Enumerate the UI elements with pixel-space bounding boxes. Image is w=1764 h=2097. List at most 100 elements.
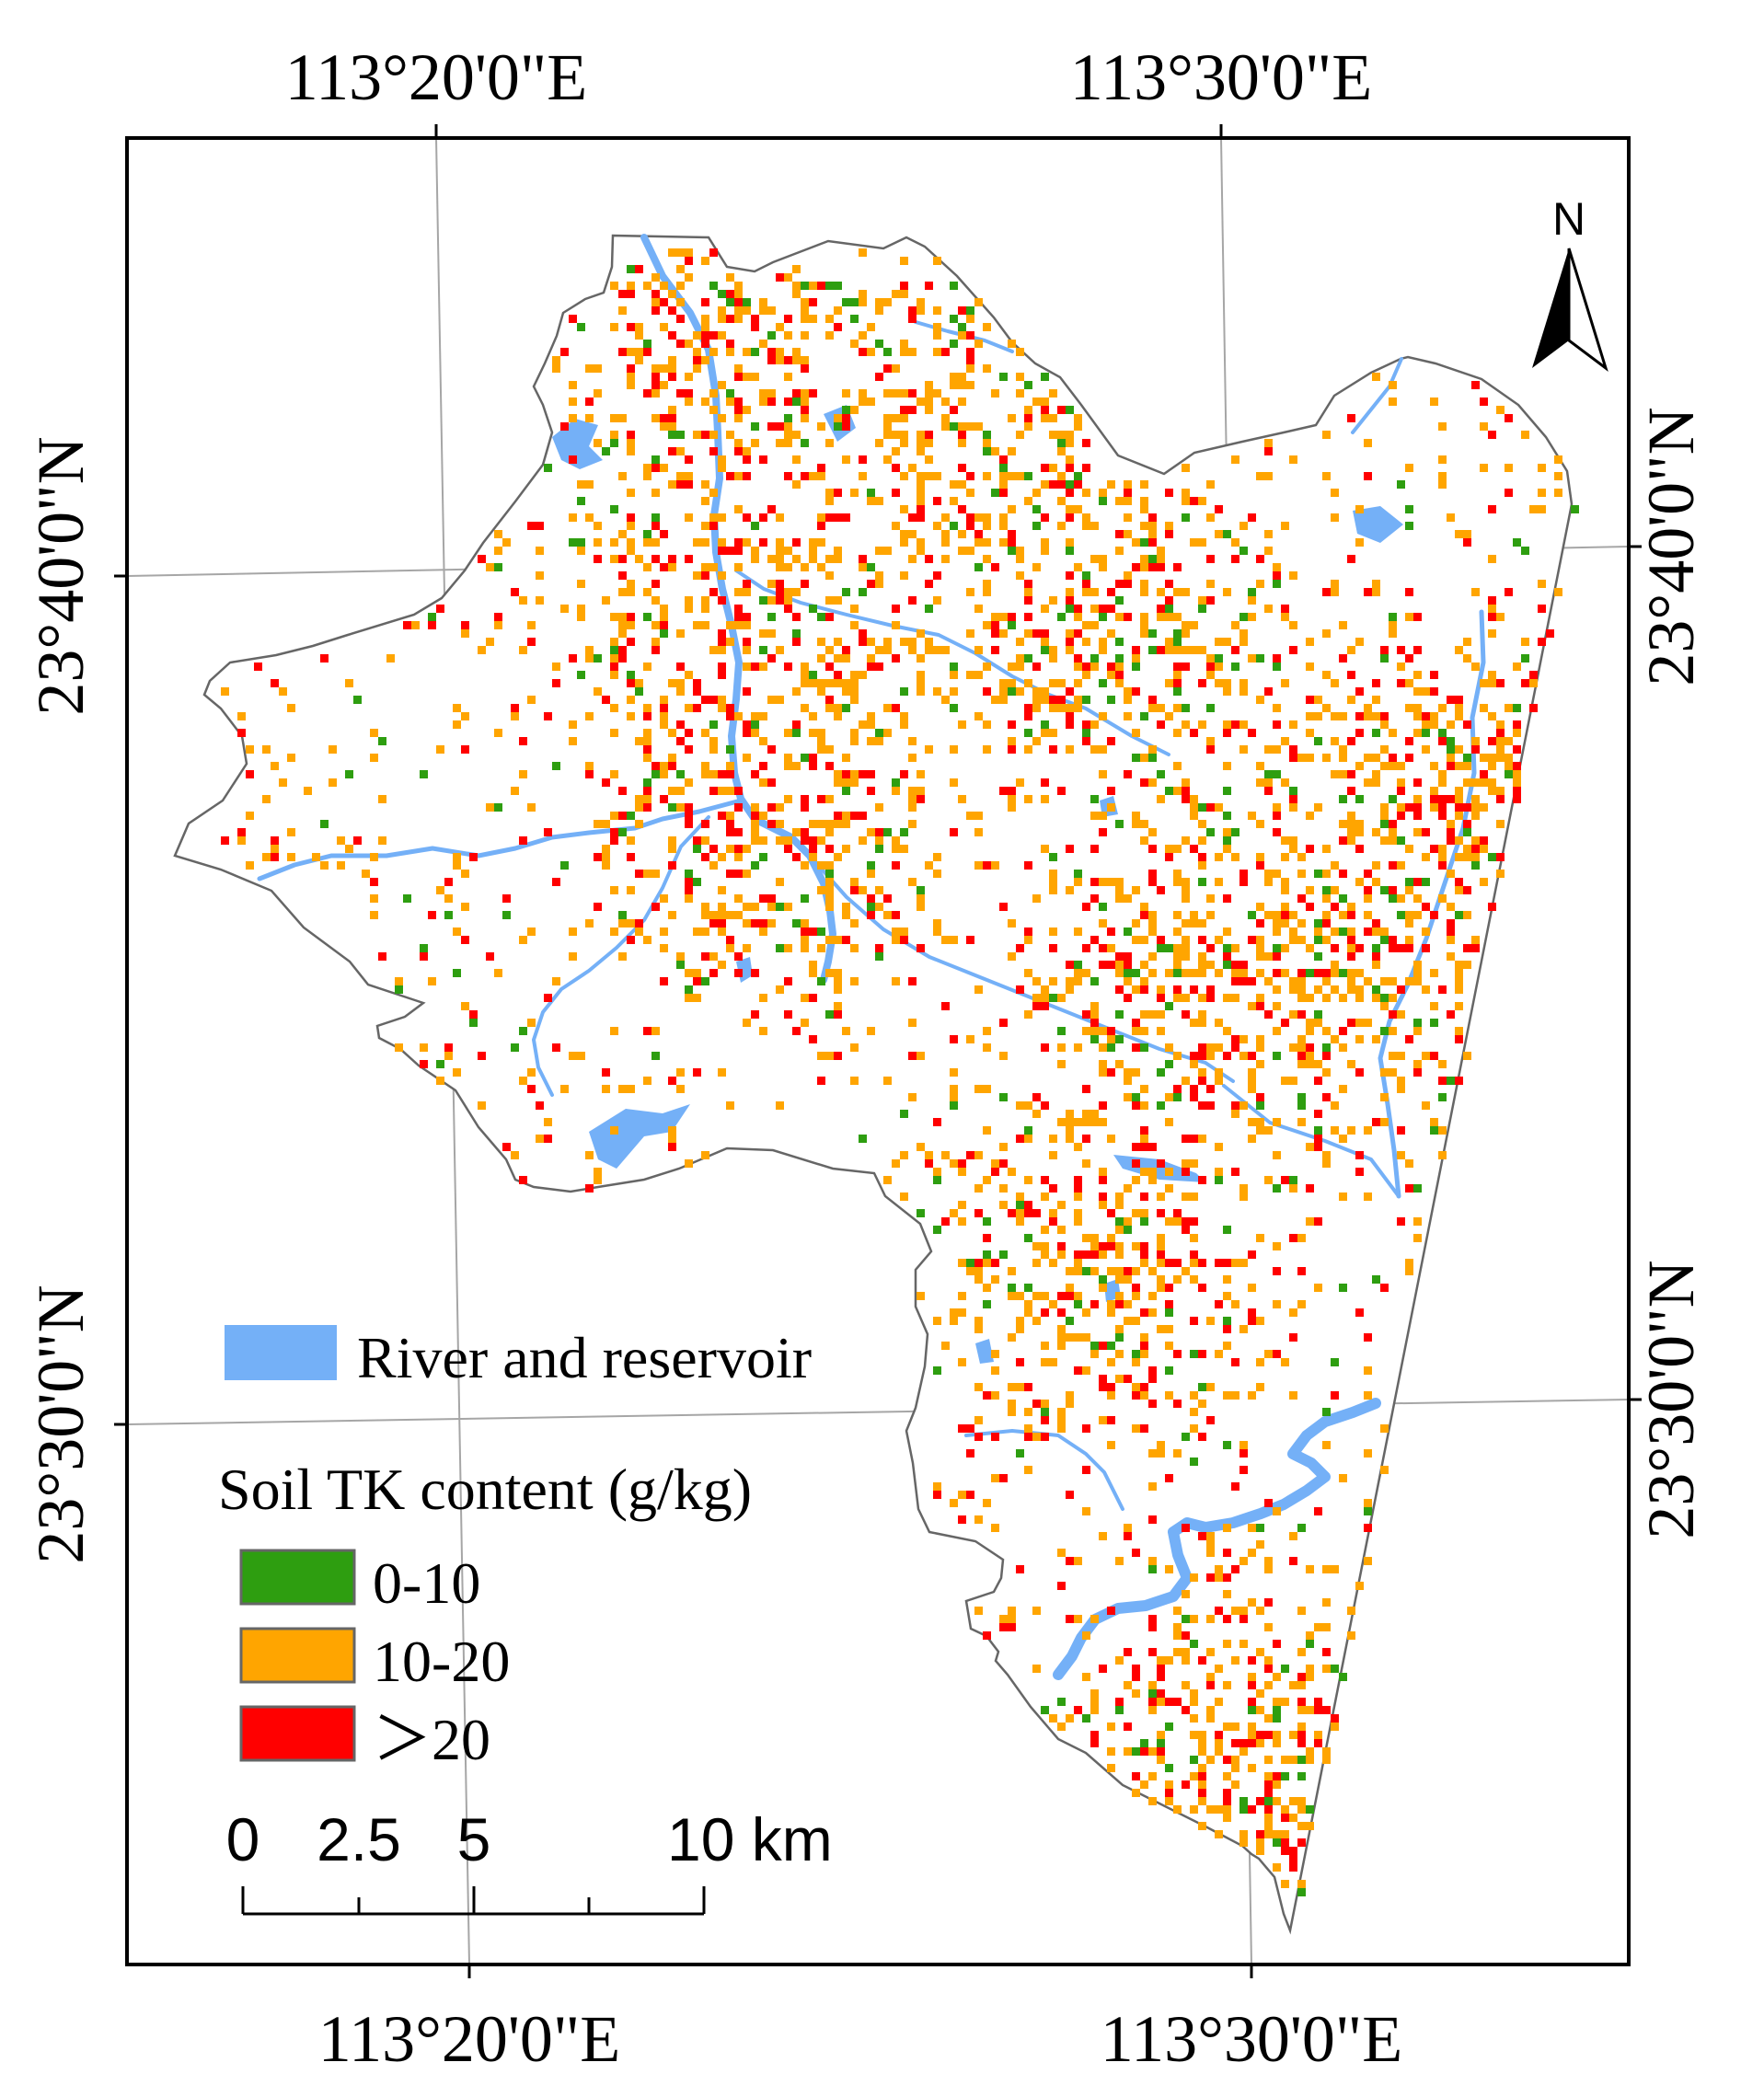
soil-pixel <box>1331 961 1339 969</box>
soil-pixel <box>1066 1400 1074 1408</box>
soil-pixel <box>1521 679 1529 687</box>
soil-pixel <box>685 870 693 878</box>
soil-pixel <box>1215 803 1223 812</box>
soil-pixel <box>751 861 759 870</box>
soil-pixel <box>453 1068 461 1077</box>
soil-pixel <box>734 894 743 903</box>
soil-pixel <box>1198 878 1206 886</box>
soil-pixel <box>1140 977 1148 985</box>
soil-pixel <box>1016 555 1024 563</box>
soil-pixel <box>817 886 825 894</box>
soil-pixel <box>908 555 917 563</box>
soil-pixel <box>801 439 809 447</box>
soil-pixel <box>1372 828 1380 836</box>
soil-pixel <box>867 489 875 497</box>
soil-pixel <box>1256 1383 1264 1391</box>
soil-pixel <box>718 696 726 704</box>
soil-pixel <box>825 878 834 886</box>
soil-pixel <box>1430 1002 1438 1010</box>
soil-pixel <box>1157 704 1165 712</box>
soil-pixel <box>825 331 834 340</box>
soil-pixel <box>809 679 817 687</box>
soil-pixel <box>668 480 676 489</box>
soil-pixel <box>1273 704 1281 712</box>
soil-pixel <box>1157 936 1165 944</box>
soil-pixel <box>1289 1532 1297 1540</box>
soil-pixel <box>1413 1068 1422 1077</box>
soil-pixel <box>1355 1582 1364 1590</box>
soil-pixel <box>1115 952 1124 961</box>
soil-pixel <box>651 373 660 381</box>
soil-pixel <box>1322 886 1331 894</box>
soil-pixel <box>651 464 660 472</box>
soil-pixel <box>1066 1615 1074 1623</box>
soil-pixel <box>734 282 743 290</box>
soil-pixel <box>1198 679 1206 687</box>
soil-pixel <box>917 298 925 306</box>
soil-pixel <box>1447 745 1455 754</box>
soil-pixel <box>1380 977 1389 985</box>
soil-pixel <box>1297 1822 1306 1830</box>
soil-pixel <box>718 315 726 323</box>
soil-pixel <box>1438 455 1447 464</box>
soil-pixel <box>1024 1308 1032 1317</box>
soil-pixel <box>1182 1077 1190 1085</box>
soil-pixel <box>1273 1507 1281 1515</box>
soil-pixel <box>1008 1623 1016 1631</box>
soil-pixel <box>1082 1234 1090 1242</box>
soil-pixel <box>1074 1209 1082 1217</box>
soil-pixel <box>1339 745 1347 754</box>
soil-pixel <box>1372 754 1380 762</box>
soil-pixel <box>1115 671 1124 679</box>
soil-pixel <box>1380 803 1389 812</box>
soil-pixel <box>1140 588 1148 596</box>
soil-pixel <box>1115 1275 1124 1284</box>
soil-pixel <box>1355 828 1364 836</box>
soil-pixel <box>917 787 925 795</box>
central-tributary <box>734 569 1170 756</box>
soil-pixel <box>643 464 651 472</box>
soil-pixel <box>1231 994 1239 1002</box>
soil-pixel <box>1239 961 1248 969</box>
soil-pixel <box>1099 878 1107 886</box>
soil-pixel <box>950 671 958 679</box>
soil-pixel <box>1082 671 1090 679</box>
soil-pixel <box>1397 861 1405 870</box>
soil-pixel <box>1041 1176 1049 1184</box>
soil-pixel <box>1124 1300 1132 1308</box>
soil-pixel <box>1339 836 1347 845</box>
soil-pixel <box>850 315 859 323</box>
soil-pixel <box>1157 1441 1165 1449</box>
soil-pixel <box>1413 1234 1422 1242</box>
soil-pixel <box>610 613 618 621</box>
soil-pixel <box>999 1052 1008 1060</box>
soil-pixel <box>1182 588 1190 596</box>
soil-pixel <box>1066 629 1074 638</box>
soil-pixel <box>1463 911 1471 919</box>
soil-pixel <box>1231 1110 1239 1118</box>
soil-pixel <box>983 1499 991 1507</box>
soil-pixel <box>1297 1118 1306 1126</box>
soil-pixel <box>643 563 651 571</box>
soil-pixel <box>1190 729 1198 737</box>
soil-pixel <box>685 803 693 812</box>
soil-pixel <box>734 803 743 812</box>
soil-pixel <box>1248 1673 1256 1681</box>
soil-pixel <box>1331 886 1339 894</box>
soil-pixel <box>1074 654 1082 663</box>
soil-pixel <box>834 812 842 820</box>
soil-pixel <box>1248 1077 1256 1085</box>
soil-pixel <box>991 861 999 870</box>
soil-pixel <box>825 555 834 563</box>
soil-pixel <box>1297 1880 1306 1888</box>
soil-pixel <box>685 878 693 886</box>
soil-pixel <box>776 820 784 828</box>
soil-pixel <box>1074 1300 1082 1308</box>
soil-pixel <box>1198 1176 1206 1184</box>
soil-pixel <box>1413 1184 1422 1193</box>
soil-pixel <box>834 513 842 522</box>
soil-pixel <box>1198 1772 1206 1780</box>
soil-pixel <box>859 1135 867 1143</box>
soil-pixel <box>792 613 801 621</box>
soil-pixel <box>1347 836 1355 845</box>
